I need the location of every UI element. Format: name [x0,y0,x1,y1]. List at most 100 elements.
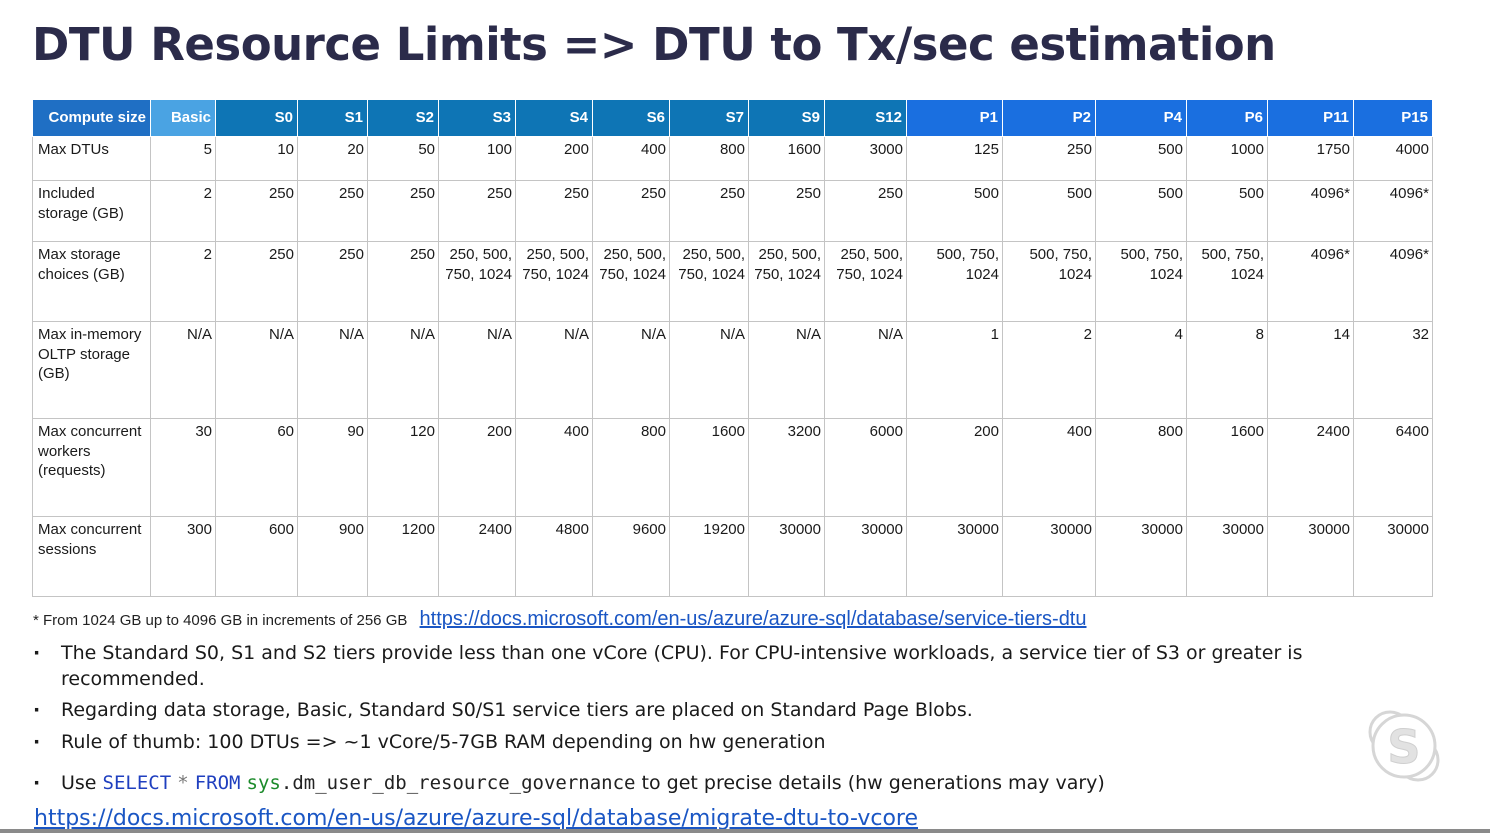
header-tier: P1 [906,99,1003,137]
table-cell: 400 [1002,418,1096,517]
table-cell: 30 [150,418,216,517]
row-label: Max storage choices (GB) [32,241,151,322]
table-cell: 300 [150,516,216,597]
table-cell: 6400 [1353,418,1433,517]
table-cell: 250, 500, 750, 1024 [748,241,825,322]
table-cell: 4096* [1267,241,1354,322]
table-cell: 400 [592,136,670,181]
footnote: * From 1024 GB up to 4096 GB in incremen… [33,608,1087,631]
table-cell: 800 [592,418,670,517]
table-cell: 250 [297,241,368,322]
header-tier: S1 [297,99,368,137]
table-cell: N/A [824,321,907,419]
note-vcore: The Standard S0, S1 and S2 tiers provide… [33,640,1363,692]
header-tier: P2 [1002,99,1096,137]
table-cell: 1600 [669,418,749,517]
table-cell: 1750 [1267,136,1354,181]
row-label: Max in-memory OLTP storage (GB) [32,321,151,419]
header-tier: S2 [367,99,439,137]
table-row: Max in-memory OLTP storage (GB) N/A N/A … [32,321,1433,419]
table-cell: 600 [215,516,298,597]
table-cell: 120 [367,418,439,517]
table-cell: 2 [1002,321,1096,419]
table-cell: 4096* [1353,180,1433,242]
table-cell: 3000 [824,136,907,181]
table-row: Max concurrent sessions 300 600 900 1200… [32,516,1433,597]
table-cell: 900 [297,516,368,597]
table-cell: 250 [367,241,439,322]
table-cell: 30000 [824,516,907,597]
table-cell: 10 [215,136,298,181]
table-cell: N/A [515,321,593,419]
header-tier: P4 [1095,99,1187,137]
table-cell: 250 [367,180,439,242]
service-tiers-dtu-link[interactable]: https://docs.microsoft.com/en-us/azure/a… [419,608,1087,630]
table-row: Max concurrent workers (requests) 30 60 … [32,418,1433,517]
table-cell: N/A [592,321,670,419]
table-cell: 500, 750, 1024 [906,241,1003,322]
table-cell: 4000 [1353,136,1433,181]
table-cell: 125 [906,136,1003,181]
table-cell: N/A [669,321,749,419]
header-compute-size: Compute size [32,99,151,137]
table-cell: N/A [150,321,216,419]
table-cell: 5 [150,136,216,181]
table-cell: 14 [1267,321,1354,419]
sql-keyword-select: SELECT [102,772,172,794]
table-cell: 50 [367,136,439,181]
table-cell: 250 [215,241,298,322]
note-query-use: Use [61,772,97,794]
header-tier: S7 [669,99,749,137]
row-label: Max concurrent workers (requests) [32,418,151,517]
sql-keyword-from: FROM [194,772,241,794]
table-cell: 1000 [1186,136,1268,181]
header-tier: P6 [1186,99,1268,137]
table-cell: 800 [669,136,749,181]
table-cell: 250 [515,180,593,242]
table-cell: 30000 [748,516,825,597]
dtu-limits-table: Compute size Basic S0 S1 S2 S3 S4 S6 S7 … [32,99,1433,597]
table-cell: N/A [215,321,298,419]
bottom-bar [0,829,1490,833]
table-cell: N/A [438,321,516,419]
table-cell: 9600 [592,516,670,597]
table-cell: 250 [1002,136,1096,181]
table-cell: 30000 [1186,516,1268,597]
header-tier: S12 [824,99,907,137]
table-cell: 250 [592,180,670,242]
table-cell: 2 [150,180,216,242]
table-cell: 2400 [1267,418,1354,517]
table-cell: 3200 [748,418,825,517]
migrate-dtu-to-vcore-link[interactable]: https://docs.microsoft.com/en-us/azure/a… [34,806,918,831]
table-cell: 500, 750, 1024 [1095,241,1187,322]
table-cell: 90 [297,418,368,517]
table-cell: 4096* [1353,241,1433,322]
table-cell: 4 [1095,321,1187,419]
sql-object: sys.dm_user_db_resource_governance [247,772,636,794]
table-cell: 1200 [367,516,439,597]
sql-star: * [177,772,189,794]
table-cell: 500 [1186,180,1268,242]
table-cell: 6000 [824,418,907,517]
table-cell: 30000 [906,516,1003,597]
table-cell: 250 [297,180,368,242]
header-tier: S3 [438,99,516,137]
header-tier: S4 [515,99,593,137]
svg-text:S: S [1387,720,1420,774]
table-cell: 250, 500, 750, 1024 [438,241,516,322]
note-query-rest: to get precise details (hw generations m… [641,772,1105,794]
table-cell: 500 [906,180,1003,242]
table-cell: 1600 [748,136,825,181]
header-tier: S9 [748,99,825,137]
table-cell: 1 [906,321,1003,419]
table-cell: 250, 500, 750, 1024 [515,241,593,322]
header-tier: P11 [1267,99,1354,137]
row-label: Max concurrent sessions [32,516,151,597]
table-cell: 250, 500, 750, 1024 [669,241,749,322]
table-cell: 20 [297,136,368,181]
table-cell: 8 [1186,321,1268,419]
table-cell: 30000 [1095,516,1187,597]
table-cell: 250 [215,180,298,242]
sql-schema: sys [246,772,281,794]
table-row: Max DTUs 5 10 20 50 100 200 400 800 1600… [32,136,1433,181]
